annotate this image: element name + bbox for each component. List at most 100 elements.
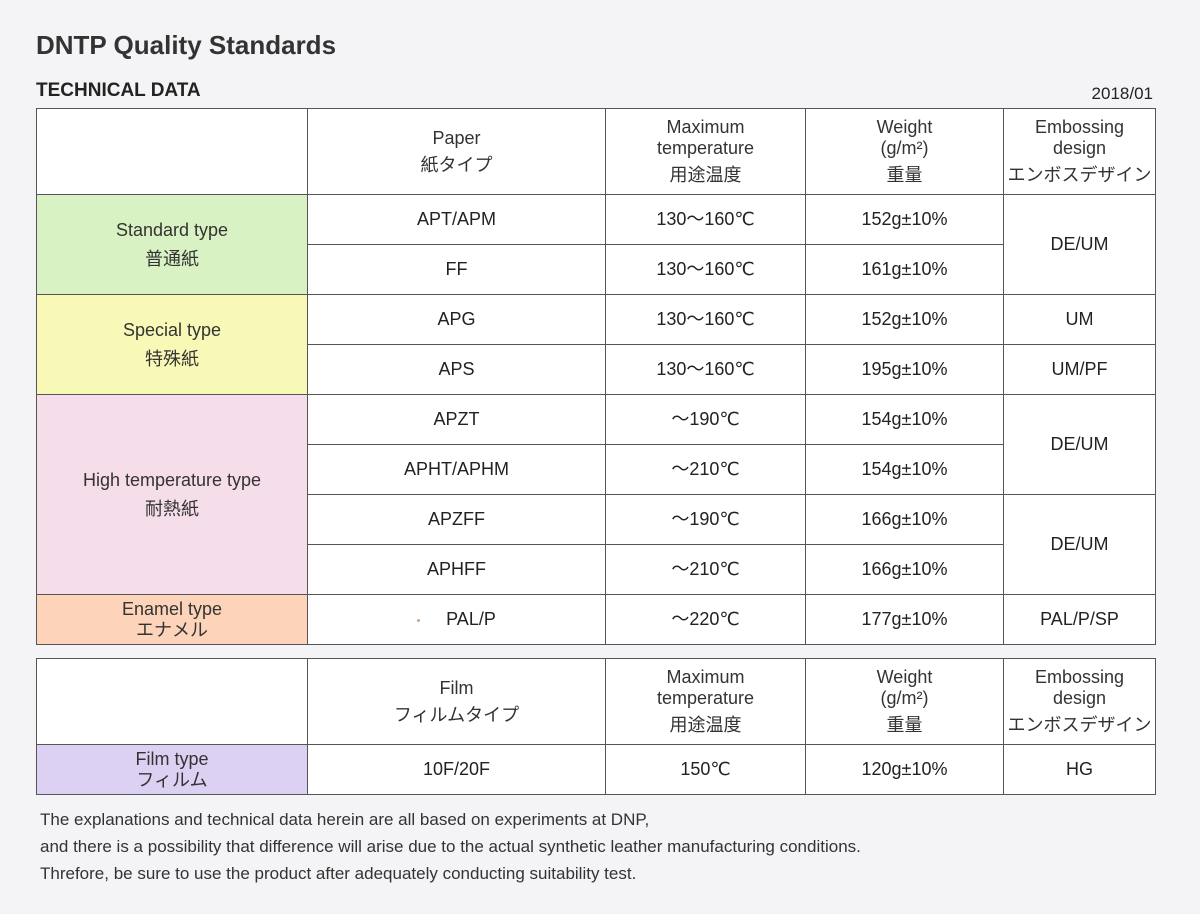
header-weight-jp: 重量 [886, 164, 923, 185]
footer-line-2: and there is a possibility that differen… [40, 837, 861, 856]
header-empty-cell [36, 658, 308, 745]
film-data-table: Film フィルムタイプ Maximum temperature 用途温度 We… [36, 658, 1156, 795]
header-temp-jp: 用途温度 [669, 714, 742, 735]
category-hightemp-en: High temperature type [82, 469, 262, 490]
header-emboss-en1: Embossing [1034, 667, 1125, 688]
table-row: Standard type 普通紙 APT/APM 130〜160℃ 152g±… [36, 194, 1156, 295]
header-film-en: Film [439, 677, 474, 698]
speck-mark [417, 618, 421, 622]
embossing-cell: PAL/P/SP [1003, 594, 1156, 645]
weight-cell: 177g±10% [805, 594, 1004, 645]
paper-data-table: Paper 紙タイプ Maximum temperature 用途温度 Weig… [36, 108, 1156, 645]
category-standard-en: Standard type [115, 219, 229, 240]
section-subtitle: TECHNICAL DATA [36, 80, 201, 101]
paper-code-cell: APZT [307, 394, 606, 445]
weight-cell: 195g±10% [805, 344, 1004, 395]
header-weight-en1: Weight [876, 667, 933, 688]
table-row: APHT/APHM 〜210℃ 154g±10% [37, 444, 1156, 495]
header-temperature: Maximum temperature 用途温度 [605, 658, 806, 745]
embossing-cell: DE/UM [1003, 194, 1156, 295]
footer-line-3: Threfore, be sure to use the product aft… [40, 864, 637, 883]
header-weight-en2: (g/m²) [880, 138, 929, 159]
weight-cell: 154g±10% [805, 444, 1004, 495]
weight-cell: 161g±10% [805, 244, 1004, 295]
header-temp-jp: 用途温度 [669, 164, 742, 185]
header-paper-en: Paper [432, 127, 481, 148]
header-paper: Paper 紙タイプ [307, 108, 606, 195]
category-film-en: Film type [135, 748, 209, 769]
header-weight-en1: Weight [876, 117, 933, 138]
paper-code-cell: APG [307, 294, 606, 345]
header-empty-cell [36, 108, 308, 195]
category-special-jp: 特殊紙 [145, 348, 199, 369]
header-emboss-en2: design [1052, 688, 1107, 709]
paper-code-cell: FF [307, 244, 606, 295]
temperature-cell: 130〜160℃ [605, 294, 806, 345]
header-film-jp: フィルムタイプ [393, 704, 520, 725]
weight-cell: 166g±10% [805, 494, 1004, 545]
film-table-header-row: Film フィルムタイプ Maximum temperature 用途温度 We… [36, 658, 1156, 745]
table-row: Enamel type エナメル PAL/P 〜220℃ 177g±10% PA… [36, 594, 1156, 645]
paper-code-cell: APHT/APHM [307, 444, 606, 495]
page-title: DNTP Quality Standards [36, 30, 337, 60]
header-embossing: Embossing design エンボスデザイン [1003, 108, 1156, 195]
paper-table-header-row: Paper 紙タイプ Maximum temperature 用途温度 Weig… [36, 108, 1156, 195]
category-hightemp: High temperature type 耐熱紙 [36, 394, 308, 595]
header-embossing: Embossing design エンボスデザイン [1003, 658, 1156, 745]
category-enamel-jp: エナメル [136, 619, 208, 640]
category-film-jp: フィルム [136, 769, 208, 790]
embossing-cell: UM [1003, 294, 1156, 345]
weight-cell: 152g±10% [805, 194, 1004, 245]
embossing-cell: UM/PF [1003, 344, 1156, 395]
header-temp-en1: Maximum [666, 667, 745, 688]
paper-code-cell: APS [307, 344, 606, 395]
temperature-cell: 〜210℃ [605, 544, 806, 595]
header-film: Film フィルムタイプ [307, 658, 606, 745]
header-temp-en2: temperature [656, 138, 755, 159]
temperature-cell: 〜190℃ [605, 494, 806, 545]
temperature-cell: 130〜160℃ [605, 244, 806, 295]
paper-code-text: PAL/P [446, 609, 496, 630]
footer-line-1: The explanations and technical data here… [40, 810, 650, 829]
header-weight-jp: 重量 [886, 714, 923, 735]
category-standard-jp: 普通紙 [145, 248, 199, 269]
temperature-cell: 〜210℃ [605, 444, 806, 495]
weight-cell: 166g±10% [805, 544, 1004, 595]
header-emboss-en1: Embossing [1034, 117, 1125, 138]
table-row: FF 130〜160℃ 161g±10% [37, 244, 1156, 295]
header-temperature: Maximum temperature 用途温度 [605, 108, 806, 195]
paper-code-cell: APT/APM [307, 194, 606, 245]
table-row: Film type フィルム 10F/20F 150℃ 120g±10% HG [36, 744, 1156, 795]
embossing-cell: DE/UM [1003, 494, 1156, 595]
category-standard: Standard type 普通紙 [36, 194, 308, 295]
category-enamel: Enamel type エナメル [36, 594, 308, 645]
temperature-cell: 〜220℃ [605, 594, 806, 645]
category-enamel-en: Enamel type [121, 598, 223, 619]
weight-cell: 154g±10% [805, 394, 1004, 445]
header-weight-en2: (g/m²) [880, 688, 929, 709]
header-paper-jp: 紙タイプ [420, 154, 493, 175]
table-row: Special type 特殊紙 APG 130〜160℃ 152g±10% U… [36, 294, 1156, 395]
temperature-cell: 130〜160℃ [605, 344, 806, 395]
table-row: APHFF 〜210℃ 166g±10% [37, 544, 1156, 595]
paper-code-cell: PAL/P [307, 594, 606, 645]
header-emboss-jp: エンボスデザイン [1007, 164, 1152, 185]
header-weight: Weight (g/m²) 重量 [805, 108, 1004, 195]
category-special: Special type 特殊紙 [36, 294, 308, 395]
header-emboss-en2: design [1052, 138, 1107, 159]
temperature-cell: 150℃ [605, 744, 806, 795]
category-film: Film type フィルム [36, 744, 308, 795]
table-row: APS 130〜160℃ 195g±10% UM/PF [37, 344, 1156, 395]
embossing-cell: DE/UM [1003, 394, 1156, 495]
document-date: 2018/01 [1091, 84, 1153, 103]
header-emboss-jp: エンボスデザイン [1007, 714, 1152, 735]
embossing-cell: HG [1003, 744, 1156, 795]
category-hightemp-jp: 耐熱紙 [145, 498, 199, 519]
temperature-cell: 130〜160℃ [605, 194, 806, 245]
header-temp-en2: temperature [656, 688, 755, 709]
table-row: APZFF 〜190℃ 166g±10% DE/UM [37, 494, 1156, 595]
paper-code-cell: APHFF [307, 544, 606, 595]
film-code-cell: 10F/20F [307, 744, 606, 795]
paper-code-cell: APZFF [307, 494, 606, 545]
category-special-en: Special type [122, 319, 222, 340]
